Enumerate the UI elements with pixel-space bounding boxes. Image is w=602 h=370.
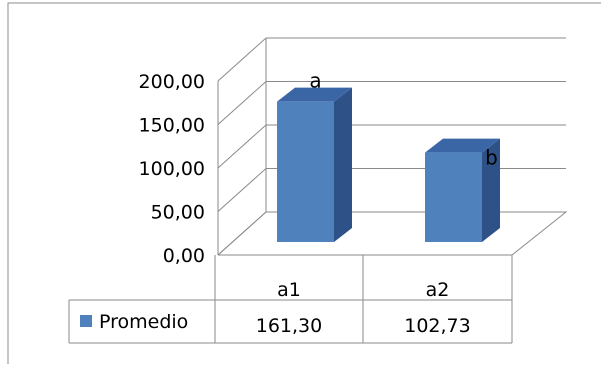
y-tick-label: 50,00 — [151, 202, 205, 224]
gridline-left-4 — [217, 37, 267, 82]
data-table: a1 a2 Promedio 161,30 102,73 — [68, 255, 513, 344]
y-tick-label: 0,00 — [163, 245, 205, 267]
bars: ab — [277, 69, 500, 242]
y-tick-label: 150,00 — [139, 115, 205, 137]
bar-top — [277, 87, 352, 102]
bar-annotation: a — [309, 69, 321, 93]
gridline-left-1 — [217, 168, 267, 212]
category-label: a1 — [277, 279, 301, 301]
data-value: 102,73 — [404, 315, 470, 337]
bar-side — [482, 138, 500, 242]
bar-top — [425, 138, 500, 153]
y-tick-label: 100,00 — [139, 158, 205, 180]
legend-series-name: Promedio — [99, 311, 188, 333]
chart-border — [7, 2, 601, 364]
bar-annotation: b — [485, 146, 498, 170]
bar-side — [334, 87, 352, 242]
gridline-left-3 — [217, 81, 267, 125]
bar-front — [277, 101, 334, 242]
bar-front — [425, 152, 482, 242]
floor — [217, 211, 568, 256]
y-tick-label: 200,00 — [139, 71, 205, 93]
y-axis-ticks: 0,00 50,00 100,00 150,00 200,00 — [139, 71, 205, 267]
category-label: a2 — [426, 279, 450, 301]
bar-a2: b — [425, 138, 500, 242]
legend-swatch — [80, 315, 92, 327]
grid-walls — [217, 37, 568, 256]
gridline-left-2 — [217, 124, 267, 169]
bar-a1: a — [277, 69, 352, 242]
data-value: 161,30 — [256, 315, 322, 337]
